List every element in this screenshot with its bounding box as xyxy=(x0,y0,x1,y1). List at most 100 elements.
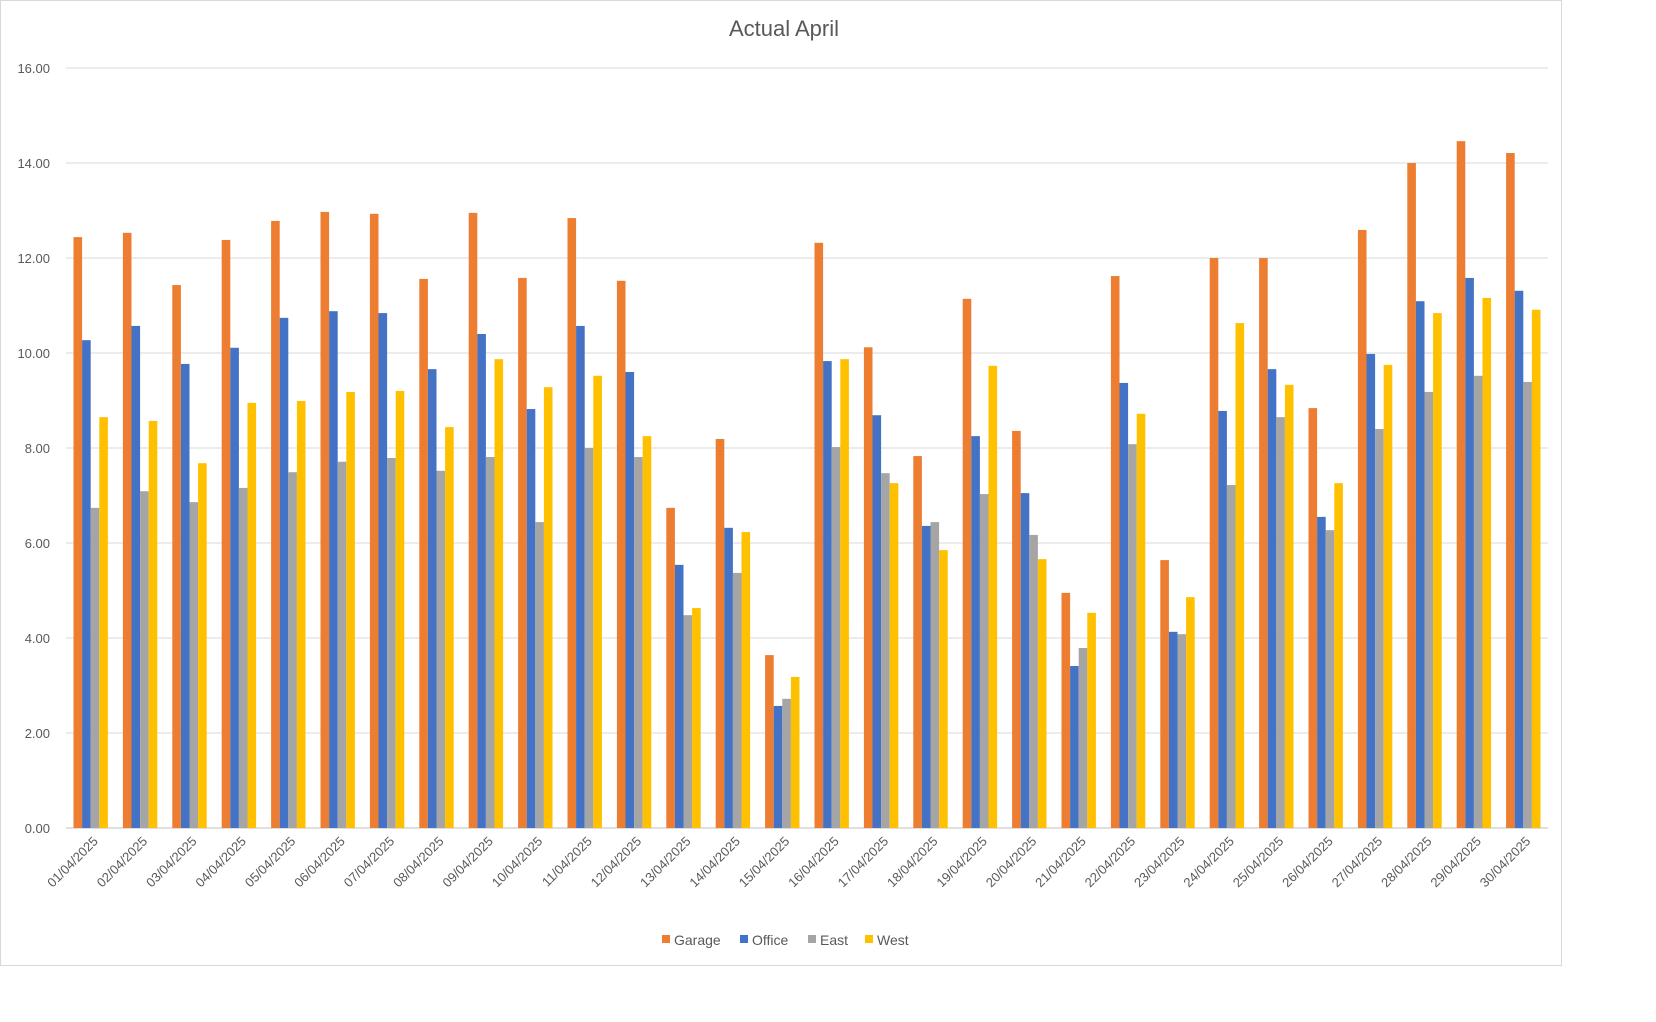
bar-east xyxy=(1029,534,1038,828)
bar-east xyxy=(1473,375,1483,828)
bar-garage xyxy=(271,220,280,828)
x-tick-label: 12/04/2025 xyxy=(588,834,645,891)
bar-office xyxy=(1366,353,1376,828)
bar-east xyxy=(1325,530,1335,828)
bar-west xyxy=(1531,309,1541,828)
bar-office xyxy=(378,313,388,829)
bar-west xyxy=(1334,483,1343,828)
x-tick-label: 18/04/2025 xyxy=(884,834,941,891)
legend-swatch-east xyxy=(808,935,816,943)
bar-east xyxy=(387,457,396,828)
bar-office xyxy=(131,325,141,828)
x-tick-label: 26/04/2025 xyxy=(1279,834,1336,891)
bar-east xyxy=(683,615,693,828)
bar-west xyxy=(790,676,800,828)
legend-label-west: West xyxy=(877,932,909,948)
y-tick-label: 6.00 xyxy=(25,536,50,551)
bar-west xyxy=(198,463,207,828)
x-tick-label: 23/04/2025 xyxy=(1131,834,1188,891)
bar-west xyxy=(840,359,849,828)
bar-east xyxy=(732,572,742,828)
x-tick-label: 20/04/2025 xyxy=(983,834,1040,891)
y-tick-label: 12.00 xyxy=(17,251,50,266)
bar-garage xyxy=(1506,153,1515,828)
bar-garage xyxy=(1259,258,1268,828)
bar-office xyxy=(872,415,882,828)
bar-west xyxy=(889,483,899,828)
legend-swatch-garage xyxy=(662,935,670,943)
y-tick-label: 16.00 xyxy=(17,61,50,76)
bar-garage xyxy=(369,213,379,828)
bar-east xyxy=(1226,485,1236,828)
x-tick-label: 15/04/2025 xyxy=(736,834,793,891)
bar-west xyxy=(1087,612,1096,828)
bar-west xyxy=(1186,597,1195,828)
bar-west xyxy=(1235,323,1245,828)
bar-garage xyxy=(419,278,428,828)
bar-garage xyxy=(1456,141,1466,828)
chart-title: Actual April xyxy=(729,16,839,41)
bar-office xyxy=(971,436,980,828)
x-tick-label: 28/04/2025 xyxy=(1378,834,1435,891)
bar-garage xyxy=(1012,430,1021,828)
bar-garage xyxy=(616,280,626,828)
bar-east xyxy=(930,522,940,828)
bar-east xyxy=(90,507,100,828)
x-tick-label: 11/04/2025 xyxy=(539,834,595,890)
bar-east xyxy=(1375,429,1384,828)
bar-office xyxy=(526,409,536,828)
y-tick-label: 4.00 xyxy=(25,631,50,646)
y-tick-label: 14.00 xyxy=(17,156,50,171)
bar-west xyxy=(494,359,504,828)
bar-garage xyxy=(962,298,972,829)
x-tick-label: 04/04/2025 xyxy=(192,834,249,891)
bar-office xyxy=(1218,410,1227,828)
bar-west xyxy=(543,387,553,828)
bar-east xyxy=(485,457,495,828)
bar-east xyxy=(782,698,791,828)
bar-office xyxy=(1317,516,1326,828)
bar-west xyxy=(1284,384,1294,828)
bar-west xyxy=(148,420,158,828)
bar-office xyxy=(625,372,635,828)
bar-office xyxy=(477,334,486,828)
x-tick-label: 27/04/2025 xyxy=(1329,834,1386,891)
bar-west xyxy=(395,391,405,828)
bar-east xyxy=(634,457,643,828)
legend-label-garage: Garage xyxy=(674,932,721,948)
x-tick-label: 09/04/2025 xyxy=(439,834,496,891)
x-tick-label: 01/04/2025 xyxy=(44,834,101,891)
bar-west xyxy=(247,402,257,828)
bar-office xyxy=(427,369,437,828)
bar-west xyxy=(1383,364,1393,828)
bar-west xyxy=(642,436,652,828)
x-tick-label: 08/04/2025 xyxy=(390,834,447,891)
bar-garage xyxy=(122,232,132,828)
bar-office xyxy=(576,325,585,828)
bar-garage xyxy=(468,212,478,828)
bar-east xyxy=(881,473,890,828)
legend-swatch-office xyxy=(740,935,748,943)
x-tick-label: 13/04/2025 xyxy=(637,834,694,891)
bar-garage xyxy=(1209,258,1219,828)
x-tick-label: 21/04/2025 xyxy=(1032,834,1089,891)
bar-office xyxy=(921,525,931,828)
x-tick-label: 02/04/2025 xyxy=(94,834,151,891)
bar-east xyxy=(979,494,989,828)
bar-office xyxy=(82,340,91,828)
bar-garage xyxy=(1357,229,1367,829)
bar-office xyxy=(674,564,684,828)
bar-east xyxy=(831,447,841,828)
bar-east xyxy=(288,472,297,828)
bar-office xyxy=(1514,290,1524,828)
bar-west xyxy=(1136,413,1146,828)
bar-garage xyxy=(1308,408,1318,828)
bar-garage xyxy=(913,456,922,828)
bar-west xyxy=(296,400,306,828)
bar-east xyxy=(1128,444,1137,828)
x-tick-label: 29/04/2025 xyxy=(1427,834,1484,891)
bar-west xyxy=(593,375,602,828)
bar-garage xyxy=(172,285,181,828)
legend-label-east: East xyxy=(820,932,848,948)
